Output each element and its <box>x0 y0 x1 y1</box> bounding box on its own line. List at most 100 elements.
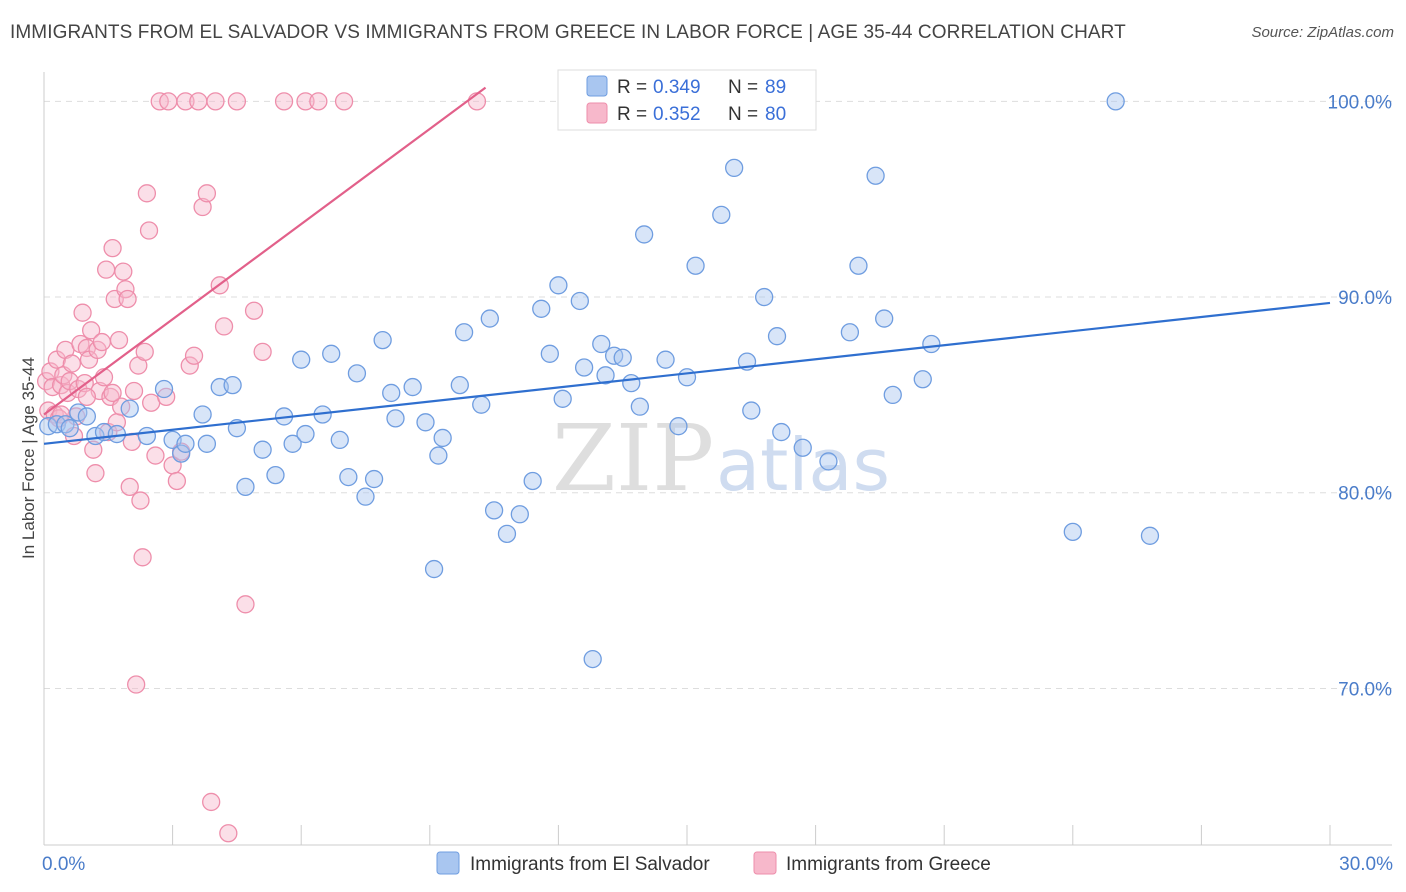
el-salvador-point-81 <box>883 385 902 405</box>
greece-point-12 <box>62 354 82 373</box>
greece-point-71 <box>253 342 272 361</box>
greece-point-42 <box>127 675 146 694</box>
trend-line-el-salvador <box>43 301 1331 445</box>
el-salvador-point-24 <box>283 434 302 453</box>
el-salvador-point-56 <box>583 649 602 669</box>
bottom-legend-el-salvador: Immigrants from El Salvador <box>470 854 710 875</box>
el-salvador-point-43 <box>454 323 474 342</box>
el-salvador-point-3 <box>60 419 79 438</box>
el-salvador-point-71 <box>742 401 761 420</box>
greece-point-55 <box>167 471 187 491</box>
el-salvador-point-78 <box>849 256 868 275</box>
el-salvador-point-36 <box>386 409 405 428</box>
el-salvador-point-49 <box>523 471 542 491</box>
legend-n-value-1: 89 <box>765 77 786 98</box>
axes <box>43 72 1392 846</box>
el-salvador-point-31 <box>347 364 367 383</box>
el-salvador-point-26 <box>296 424 315 444</box>
el-salvador-point-35 <box>382 383 401 403</box>
grid <box>44 100 1392 689</box>
legend: R = 0.349 N = 89 R = 0.352 N = 80 <box>557 69 817 131</box>
greece-point-26 <box>92 332 112 352</box>
y-tick-label-80: 80.0% <box>1338 484 1392 505</box>
greece-point-23 <box>86 464 105 483</box>
el-salvador-point-6 <box>86 426 105 446</box>
series-el-salvador-points <box>39 92 1160 669</box>
x-tick-labels: 0.0% 30.0% <box>42 854 1393 875</box>
greece-point-73 <box>296 92 315 111</box>
el-salvador-point-66 <box>677 368 697 387</box>
legend-n-label-2: N = <box>728 104 758 125</box>
el-salvador-point-75 <box>793 438 812 457</box>
el-salvador-point-86 <box>1140 526 1160 545</box>
x-tick-label-max: 30.0% <box>1339 854 1393 875</box>
el-salvador-point-73 <box>767 327 787 346</box>
greece-point-48 <box>139 221 159 240</box>
el-salvador-point-20 <box>236 477 255 497</box>
el-salvador-point-61 <box>622 374 641 393</box>
greece-point-45 <box>133 548 152 567</box>
greece-point-62 <box>197 184 217 203</box>
el-salvador-point-64 <box>656 350 675 369</box>
el-salvador-point-42 <box>450 375 469 395</box>
greece-point-41 <box>124 381 144 401</box>
legend-swatch-pink <box>586 102 608 124</box>
el-salvador-point-32 <box>356 487 375 506</box>
el-salvador-point-33 <box>364 469 384 489</box>
el-salvador-point-34 <box>373 330 392 350</box>
greece-point-28 <box>97 260 116 279</box>
el-salvador-point-50 <box>532 299 551 318</box>
el-salvador-point-29 <box>330 430 349 450</box>
greece-point-10 <box>58 383 77 403</box>
greece-point-50 <box>146 446 165 465</box>
el-salvador-point-80 <box>875 309 894 328</box>
el-salvador-point-53 <box>553 389 572 408</box>
bottom-legend-greece: Immigrants from Greece <box>786 854 991 875</box>
greece-point-44 <box>131 491 150 510</box>
greece-point-70 <box>244 301 264 320</box>
greece-point-60 <box>189 92 208 111</box>
greece-point-58 <box>180 356 199 375</box>
greece-point-63 <box>202 792 221 812</box>
el-salvador-point-44 <box>472 395 491 414</box>
el-salvador-point-83 <box>922 334 941 354</box>
greece-point-47 <box>137 184 157 203</box>
el-salvador-point-84 <box>1063 522 1082 542</box>
el-salvador-point-14 <box>176 434 195 453</box>
legend-r-value-1: 0.349 <box>653 77 701 98</box>
greece-point-72 <box>274 92 294 111</box>
greece-point-39 <box>120 477 139 497</box>
el-salvador-point-4 <box>69 403 88 422</box>
bottom-legend-swatch-pink <box>753 851 777 875</box>
el-salvador-point-58 <box>596 366 615 385</box>
el-salvador-point-63 <box>634 225 654 244</box>
el-salvador-point-18 <box>223 375 242 395</box>
greece-point-69 <box>236 595 255 614</box>
el-salvador-point-74 <box>772 422 791 442</box>
greece-point-17 <box>73 303 92 322</box>
greece-point-36 <box>114 262 133 281</box>
y-tick-labels: 70.0% 80.0% 90.0% 100.0% <box>1328 92 1393 700</box>
y-tick-label-100: 100.0% <box>1328 92 1393 113</box>
legend-r-value-2: 0.352 <box>653 104 701 125</box>
y-tick-label-90: 90.0% <box>1338 288 1392 309</box>
trend-line-greece <box>43 86 487 416</box>
el-salvador-point-82 <box>913 370 932 389</box>
greece-point-21 <box>82 321 101 340</box>
el-salvador-point-39 <box>424 559 444 579</box>
bottom-legend-swatch-blue <box>436 851 460 875</box>
legend-r-label-1: R = <box>617 77 647 98</box>
el-salvador-point-25 <box>292 350 311 369</box>
el-salvador-point-38 <box>416 413 435 432</box>
x-tick-label-min: 0.0% <box>42 854 85 875</box>
watermark-atlas: atlas <box>716 423 890 507</box>
greece-point-68 <box>227 92 247 111</box>
el-salvador-point-57 <box>592 334 611 354</box>
series-greece-points <box>36 92 487 843</box>
el-salvador-point-76 <box>819 452 838 471</box>
el-salvador-point-45 <box>480 309 499 328</box>
legend-swatch-blue <box>586 75 608 97</box>
el-salvador-point-48 <box>510 505 529 524</box>
watermark: ZIP atlas <box>552 405 890 512</box>
trend-lines <box>43 86 1331 445</box>
